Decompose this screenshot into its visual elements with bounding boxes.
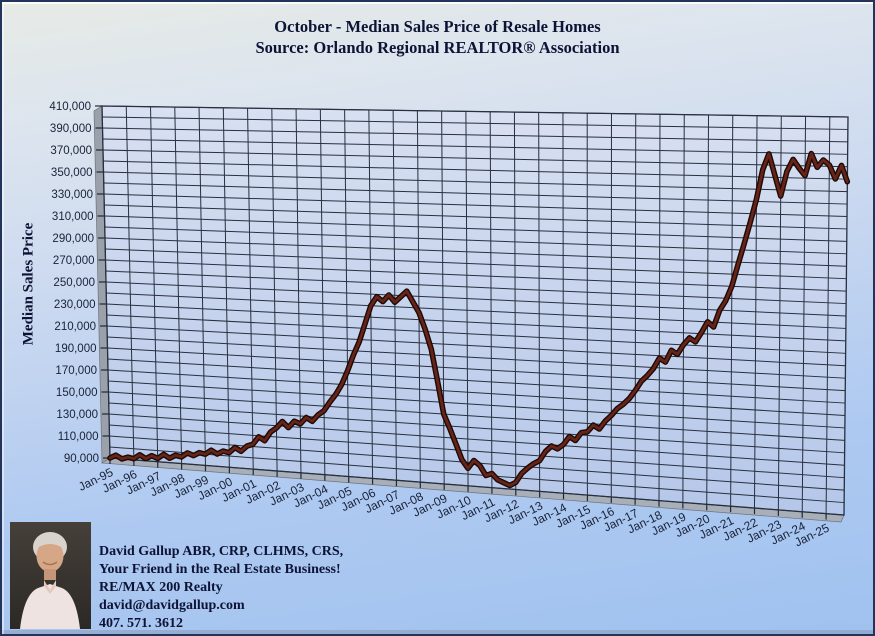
y-axis-tick-label: 370,000 (50, 145, 92, 157)
neck (44, 569, 56, 580)
y-axis-tick-label: 170,000 (55, 365, 97, 377)
y-axis-tick-label: 190,000 (55, 343, 97, 355)
contact-card: David Gallup ABR, CRP, CLHMS, CRS, Your … (99, 543, 343, 633)
smile (42, 561, 58, 566)
y-axis-tick-label: 310,000 (52, 211, 94, 223)
hairline (37, 538, 63, 548)
chart-title-line2: Source: Orlando Regional REALTOR® Associ… (255, 38, 620, 58)
y-axis-tick-label: 250,000 (53, 277, 95, 289)
y-axis-tick-label: 410,000 (49, 101, 91, 113)
y-axis-tick-label: 150,000 (56, 387, 98, 399)
shirt (20, 584, 80, 629)
face (36, 540, 64, 572)
contact-slogan-line: Your Friend in the Real Estate Business! (99, 562, 341, 577)
contact-email-line: david@davidgallup.com (99, 598, 245, 613)
contact-phone-line: 407. 571. 3612 (99, 616, 183, 631)
agent-photo (10, 522, 91, 629)
y-axis-tick-label: 270,000 (53, 255, 95, 267)
median-price-line (108, 152, 849, 487)
collar (44, 580, 56, 594)
y-axis-labels: 90,000 110,000 130,000 150,000 170,000 190,00… (49, 101, 99, 465)
contact-name-line: David Gallup ABR, CRP, CLHMS, CRS, (99, 544, 344, 559)
chart-title: October - Median Sales Price of Resale H… (2, 16, 873, 58)
y-axis-tick-label: 330,000 (51, 189, 93, 201)
y-axis-tick-label: 350,000 (51, 167, 93, 179)
chart-title-line1: October - Median Sales Price of Resale H… (274, 17, 601, 36)
vertical-gridlines (101, 105, 831, 514)
y-axis-tick-label: 110,000 (58, 431, 99, 443)
y-axis-tick-label: 210,000 (54, 321, 96, 333)
contact-company-line: RE/MAX 200 Realty (99, 580, 223, 595)
y-axis-tick-label: 130,000 (56, 409, 98, 421)
axis-ticks (95, 105, 827, 520)
y-axis-tick-label: 390,000 (50, 123, 92, 135)
y-axis-tick-label: 230,000 (54, 299, 96, 311)
horizontal-gridlines (101, 105, 849, 516)
plot-wall-border (101, 105, 849, 516)
y-axis-tick-label: 290,000 (52, 233, 94, 245)
y-axis-tick-label: 90,000 (64, 453, 99, 465)
